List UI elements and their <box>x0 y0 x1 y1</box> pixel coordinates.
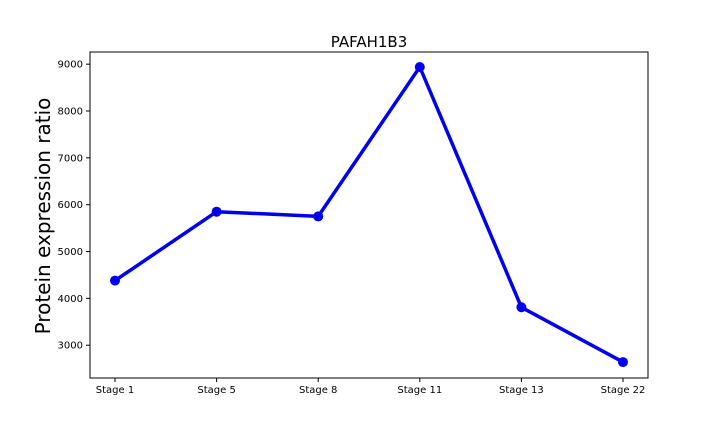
plot-area-frame <box>89 51 649 379</box>
x-tick-label-1: Stage 1 <box>96 385 134 396</box>
x-tick-label-6: Stage 22 <box>601 385 646 396</box>
data-point-3 <box>313 211 324 222</box>
y-tick-label-6000: 6000 <box>58 200 83 211</box>
x-axis-ticks: Stage 1 Stage 5 Stage 8 Stage 11 Stage 13 Sta… <box>96 378 646 396</box>
data-point-2 <box>211 206 222 217</box>
y-tick-label-8000: 8000 <box>58 107 83 118</box>
x-tick-label-3: Stage 8 <box>299 385 337 396</box>
data-point-4 <box>414 61 425 72</box>
data-point-1 <box>110 275 120 286</box>
y-tick-label-4000: 4000 <box>58 294 83 305</box>
series-markers <box>110 61 628 368</box>
y-axis-label: Protein expression ratio <box>31 98 55 335</box>
y-axis-ticks: 3000 4000 5000 6000 7000 8000 9000 <box>58 60 90 352</box>
data-point-5 <box>516 302 527 313</box>
y-tick-label-5000: 5000 <box>58 247 83 258</box>
x-tick-label-4: Stage 11 <box>397 385 442 396</box>
data-point-6 <box>618 357 628 368</box>
y-tick-label-7000: 7000 <box>58 153 83 164</box>
y-tick-label-9000: 9000 <box>58 60 83 71</box>
chart-title: PAFAH1B3 <box>331 33 408 51</box>
x-tick-label-2: Stage 5 <box>197 385 235 396</box>
x-tick-label-5: Stage 13 <box>499 385 544 396</box>
series-line-pafah1b3 <box>113 65 625 364</box>
y-tick-label-3000: 3000 <box>58 341 83 352</box>
